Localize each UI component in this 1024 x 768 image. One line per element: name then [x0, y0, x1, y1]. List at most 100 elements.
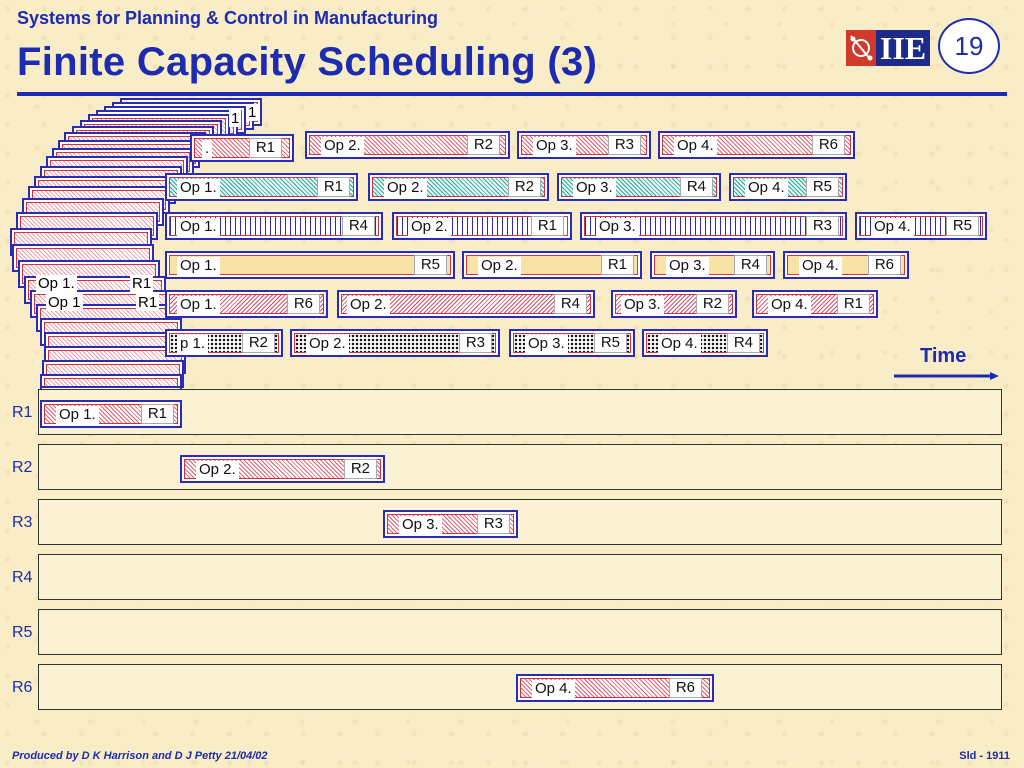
op-resource: R5: [805, 177, 839, 197]
op-card: Op 4. R5: [729, 173, 847, 201]
op-card: Op 1. R6: [165, 290, 328, 318]
op-card: Op 2. R1: [462, 251, 642, 279]
lane-label: R1: [12, 404, 33, 421]
op-card: Op 1. R5: [165, 251, 455, 279]
op-resource: R1: [140, 404, 174, 424]
op-label: Op 2.: [321, 137, 364, 155]
op-label: Op 3.: [525, 335, 568, 353]
op-resource: R2: [241, 333, 275, 353]
title-underline: [17, 92, 1007, 96]
stack-fragment: R1: [130, 275, 154, 292]
op-resource: R6: [867, 255, 901, 275]
op-resource: R5: [593, 333, 627, 353]
op-resource: R6: [286, 294, 320, 314]
op-label: Op 1.: [177, 218, 220, 236]
op-label: Op 1.: [177, 179, 220, 197]
op-label: Op 4.: [871, 218, 914, 236]
op-resource: R1: [530, 216, 564, 236]
lane-r3: [38, 499, 1002, 545]
time-axis-label: Time: [920, 345, 967, 367]
op-label: Op 4.: [768, 296, 811, 314]
op-resource: R2: [343, 459, 377, 479]
lane-r1: [38, 389, 1002, 435]
stack-fragment: R1: [136, 294, 160, 311]
op-card: Op 1. R1: [165, 173, 358, 201]
time-arrow-icon: [894, 372, 999, 380]
op-label: Op 1.: [177, 296, 220, 314]
op-card: Op 1. R4: [165, 212, 383, 240]
op-resource: R4: [553, 294, 587, 314]
iie-logo: IIE: [846, 30, 930, 66]
op-label: Op 3.: [666, 257, 709, 275]
op-resource: R1: [836, 294, 870, 314]
op-resource: R4: [733, 255, 767, 275]
slide-title: Finite Capacity Scheduling (3): [17, 40, 598, 84]
op-card: Op 4. R6: [658, 131, 855, 159]
lane-label: R5: [12, 624, 33, 641]
stack-fragment: Op 1.: [36, 275, 77, 292]
op-label: Op 2.: [478, 257, 521, 275]
op-card: . R1: [190, 134, 294, 162]
op-card: Op 2. R2: [305, 131, 510, 159]
op-card: Op 3. R4: [557, 173, 721, 201]
logo-text: IIE: [876, 30, 930, 66]
slide-number-badge: 19: [938, 18, 1000, 74]
op-label: Op 1.: [56, 406, 99, 424]
gantt-op: Op 2. R2: [180, 455, 385, 483]
op-label: Op 3.: [399, 516, 442, 534]
footer-credit: Produced by D K Harrison and D J Petty 2…: [12, 750, 268, 762]
op-label: Op 3.: [573, 179, 616, 197]
lane-label: R6: [12, 679, 33, 696]
op-label: Op 4.: [674, 137, 717, 155]
op-resource: R2: [507, 177, 541, 197]
op-label: Op 2.: [306, 335, 349, 353]
op-resource: R4: [726, 333, 760, 353]
op-label: Op 3.: [621, 296, 664, 314]
op-label: Op 2.: [196, 461, 239, 479]
op-card: Op 4. R6: [783, 251, 909, 279]
lane-label: R3: [12, 514, 33, 531]
gantt-op: Op 4. R6: [516, 674, 714, 702]
op-card: Op 2. R4: [337, 290, 595, 318]
op-card: Op 3. R2: [611, 290, 737, 318]
stack-fragment: 1: [246, 104, 259, 121]
op-resource: R1: [316, 177, 350, 197]
lane-r6: [38, 664, 1002, 710]
op-card: Op 3. R4: [650, 251, 775, 279]
gantt-op: Op 3. R3: [383, 510, 518, 538]
op-resource: R3: [805, 216, 839, 236]
op-card: Op 4. R4: [642, 329, 768, 357]
op-label: .: [202, 140, 213, 158]
stack-fragment: 1: [229, 110, 242, 127]
op-label: p 1.: [177, 335, 209, 353]
op-card: Op 3. R3: [580, 212, 847, 240]
gantt-op: Op 1. R1: [40, 400, 182, 428]
op-card: Op 2. R2: [368, 173, 549, 201]
logo-emblem-icon: [846, 30, 876, 66]
lane-r4: [38, 554, 1002, 600]
op-label: Op 4.: [745, 179, 788, 197]
stack-fragment: Op 1: [46, 294, 83, 311]
op-resource: R3: [458, 333, 492, 353]
op-resource: R6: [668, 678, 702, 698]
op-resource: R3: [607, 135, 641, 155]
op-label: Op 4.: [532, 680, 575, 698]
lane-r5: [38, 609, 1002, 655]
op-label: Op 2.: [384, 179, 427, 197]
op-resource: R4: [679, 177, 713, 197]
lane-label: R2: [12, 459, 33, 476]
op-resource: R1: [248, 138, 282, 158]
op-resource: R3: [476, 514, 510, 534]
op-label: Op 2.: [408, 218, 451, 236]
op-label: Op 3.: [596, 218, 639, 236]
op-resource: R1: [600, 255, 634, 275]
op-label: Op 2.: [347, 296, 390, 314]
slide-subtitle: Systems for Planning & Control in Manufa…: [17, 8, 439, 28]
op-card: p 1. R2: [165, 329, 283, 357]
op-card: Op 4. R1: [752, 290, 878, 318]
op-label: Op 4.: [658, 335, 701, 353]
op-card: Op 4. R5: [855, 212, 987, 240]
op-resource: R5: [945, 216, 979, 236]
op-card: Op 3. R5: [509, 329, 635, 357]
op-card: Op 2. R3: [290, 329, 500, 357]
